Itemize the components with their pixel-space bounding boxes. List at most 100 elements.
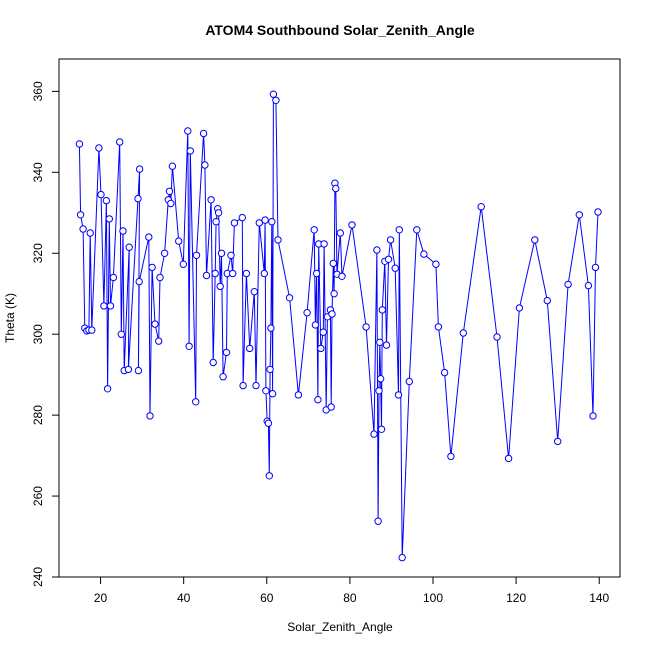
data-point [207,196,215,204]
data-point [362,323,370,331]
data-point [134,366,143,375]
data-point [274,236,282,244]
data-point [391,264,399,272]
data-point [310,226,318,234]
data-point [285,294,294,302]
x-axis: 20 40 60 80 100 120 140 [94,577,610,605]
data-point [382,341,391,349]
data-point [376,375,385,383]
data-point [175,237,183,245]
data-point [272,96,280,105]
data-point [584,281,593,290]
data-point [102,196,111,205]
data-point [97,190,105,199]
data-point [151,320,159,328]
data-point [217,249,226,258]
data-point [420,250,428,258]
data-point [328,310,336,318]
data-point [160,249,169,258]
data-point [432,260,440,268]
data-point [384,255,393,263]
y-axis-label: Theta (K) [3,293,17,343]
data-point [395,226,403,234]
data-point [199,129,208,138]
data-point [261,216,269,224]
data-point [135,165,144,173]
data-point [255,219,263,227]
data-point [246,344,254,353]
data-point [386,236,395,244]
data-point [312,269,321,278]
x-tick-label: 20 [94,591,108,605]
data-point [477,203,485,211]
data-point [376,338,384,346]
plot-frame [58,58,621,578]
data-point [564,280,572,289]
data-point [88,326,96,334]
data-point [493,333,501,341]
data-point [329,259,337,268]
data-point [303,309,311,317]
data-point [86,229,94,237]
data-point [109,273,118,282]
x-tick-label: 80 [343,591,357,605]
data-point [413,226,421,234]
data-point [327,403,335,411]
data-point [269,90,278,98]
data-point [262,387,270,395]
data-point [202,271,211,280]
data-point [229,269,237,278]
data-point [167,199,175,208]
data-point [330,290,338,298]
data-point [336,229,344,237]
data-point [440,368,449,377]
data-point [165,187,174,196]
data-point [148,263,156,272]
data-point [105,215,114,223]
data-point [212,218,220,226]
x-tick-label: 140 [589,591,609,605]
data-point [242,269,251,278]
data-point [185,342,193,350]
data-point [265,472,273,480]
data-point [338,272,346,280]
data-point [179,260,188,268]
data-point [103,385,112,393]
data-point [219,373,227,381]
data-point [589,412,597,420]
data-point [95,144,103,152]
data-point [230,219,239,227]
data-point [575,211,583,219]
data-point [146,412,154,420]
data-point [201,161,209,169]
data-point [317,344,325,353]
data-point [504,454,513,463]
data-point [238,213,247,222]
data-point [214,209,223,217]
data-point [370,430,378,438]
data-point [332,184,340,193]
y-tick-label: 260 [31,486,45,506]
data-series [75,90,602,562]
data-point [515,304,524,312]
data-point [591,263,600,272]
data-point [135,277,143,286]
y-tick-label: 340 [31,162,45,182]
data-point [266,365,274,374]
data-point [374,517,382,525]
data-point [434,323,443,331]
data-point [134,194,142,203]
data-point [405,377,413,386]
data-point [447,452,455,461]
data-point [124,365,133,374]
x-tick-label: 60 [260,591,274,605]
y-axis: 240 260 280 300 320 340 360 [31,81,59,587]
x-axis-label: Solar_Zenith_Angle [287,620,393,634]
data-point [311,321,320,329]
data-point [250,288,259,296]
data-point [594,208,602,216]
x-tick-label: 40 [177,591,191,605]
data-point [378,306,386,314]
data-point [268,218,276,226]
